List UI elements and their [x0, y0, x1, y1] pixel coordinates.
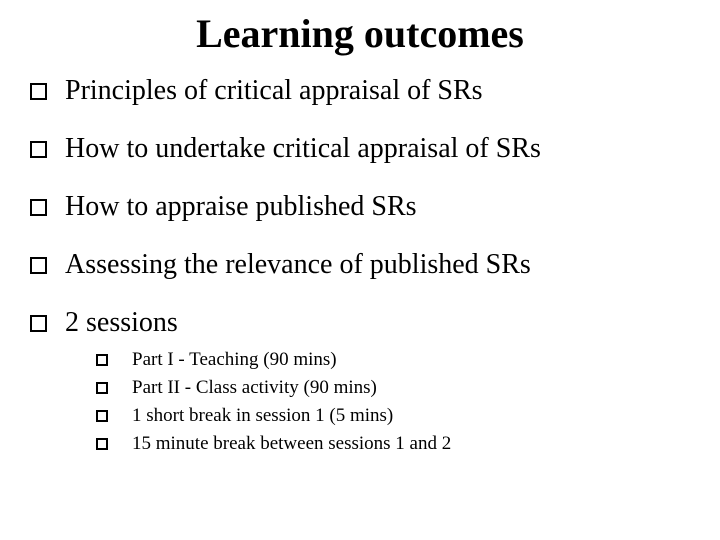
bullet-text: Assessing the relevance of published SRs	[65, 249, 531, 281]
list-item: 15 minute break between sessions 1 and 2	[96, 433, 690, 455]
sub-bullet-text: Part II - Class activity (90 mins)	[132, 377, 377, 399]
slide-title: Learning outcomes	[30, 10, 690, 57]
list-item: 1 short break in session 1 (5 mins)	[96, 405, 690, 427]
checkbox-icon	[96, 438, 108, 450]
bullet-text: How to appraise published SRs	[65, 191, 417, 223]
list-item: How to appraise published SRs	[30, 191, 690, 223]
sub-bullet-text: 15 minute break between sessions 1 and 2	[132, 433, 451, 455]
checkbox-icon	[30, 257, 47, 274]
bullet-list: Principles of critical appraisal of SRs …	[30, 75, 690, 339]
checkbox-icon	[30, 199, 47, 216]
checkbox-icon	[96, 354, 108, 366]
list-item: 2 sessions	[30, 307, 690, 339]
list-item: How to undertake critical appraisal of S…	[30, 133, 690, 165]
list-item: Principles of critical appraisal of SRs	[30, 75, 690, 107]
list-item: Part II - Class activity (90 mins)	[96, 377, 690, 399]
bullet-text: How to undertake critical appraisal of S…	[65, 133, 541, 165]
bullet-text: 2 sessions	[65, 307, 178, 339]
sub-bullet-list: Part I - Teaching (90 mins) Part II - Cl…	[96, 349, 690, 455]
checkbox-icon	[30, 83, 47, 100]
checkbox-icon	[30, 141, 47, 158]
bullet-text: Principles of critical appraisal of SRs	[65, 75, 483, 107]
checkbox-icon	[30, 315, 47, 332]
sub-bullet-text: 1 short break in session 1 (5 mins)	[132, 405, 393, 427]
list-item: Assessing the relevance of published SRs	[30, 249, 690, 281]
slide: Learning outcomes Principles of critical…	[0, 0, 720, 540]
list-item: Part I - Teaching (90 mins)	[96, 349, 690, 371]
sub-bullet-text: Part I - Teaching (90 mins)	[132, 349, 337, 371]
checkbox-icon	[96, 382, 108, 394]
checkbox-icon	[96, 410, 108, 422]
